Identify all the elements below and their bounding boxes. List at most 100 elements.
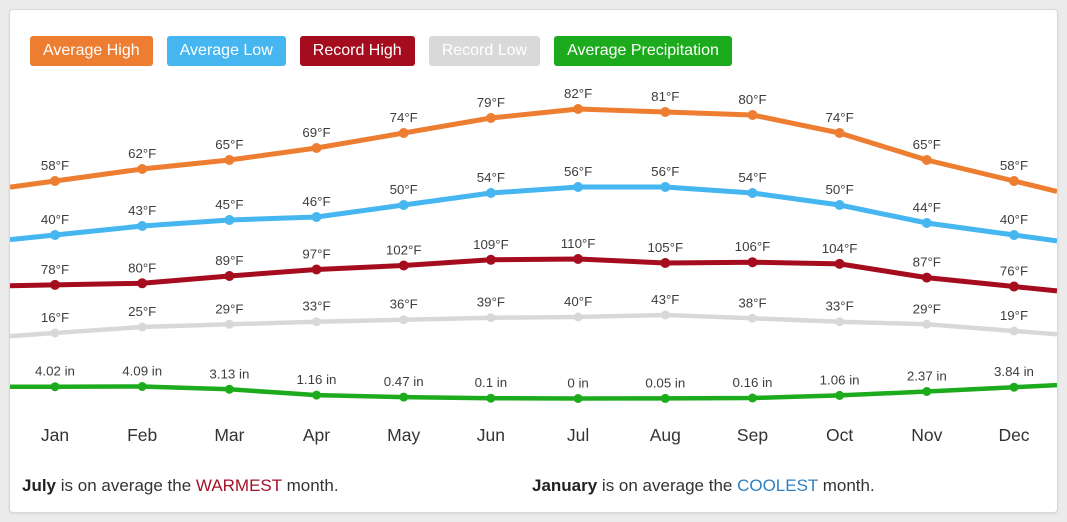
- data-point-average-low-feb[interactable]: [137, 221, 148, 231]
- coolest-month-name: January: [532, 476, 598, 495]
- data-point-average-precipitation-jun[interactable]: [486, 393, 496, 403]
- data-point-record-high-dec[interactable]: [1009, 281, 1019, 292]
- data-point-record-low-aug[interactable]: [660, 310, 670, 320]
- data-point-record-high-nov[interactable]: [921, 272, 932, 283]
- data-point-average-low-nov[interactable]: [921, 218, 932, 228]
- data-label-record-high-oct: 104°F: [822, 241, 858, 256]
- data-label-record-high-mar: 89°F: [215, 253, 243, 268]
- data-label-record-low-mar: 29°F: [215, 301, 243, 316]
- data-label-record-high-jul: 110°F: [561, 236, 596, 251]
- data-point-record-high-apr[interactable]: [311, 264, 322, 275]
- data-label-average-low-feb: 43°F: [128, 203, 156, 218]
- series-record-low: 16°F 25°F 29°F 33°F 36°F 39°F 40°F 43°F 38°F 33°F…: [10, 292, 1057, 339]
- data-point-record-low-jul[interactable]: [573, 312, 583, 322]
- legend-toggle-average-low[interactable]: Average Low: [166, 36, 286, 66]
- data-point-record-low-jun[interactable]: [486, 313, 496, 323]
- data-label-average-precipitation-jan: 4.02 in: [35, 364, 75, 379]
- data-label-average-precipitation-may: 0.47 in: [384, 374, 424, 389]
- data-point-average-precipitation-aug[interactable]: [660, 393, 670, 403]
- series-line-record-high: [10, 256, 1057, 294]
- data-point-record-high-may[interactable]: [398, 260, 409, 271]
- data-point-record-low-feb[interactable]: [137, 322, 147, 332]
- data-label-average-low-dec: 40°F: [1000, 212, 1028, 227]
- data-label-average-precipitation-sep: 0.16 in: [733, 375, 773, 390]
- data-point-record-high-jun[interactable]: [485, 254, 496, 265]
- data-point-average-precipitation-nov[interactable]: [922, 387, 932, 396]
- data-point-record-high-jul[interactable]: [573, 254, 584, 264]
- data-point-average-low-dec[interactable]: [1009, 230, 1019, 240]
- data-point-average-precipitation-feb[interactable]: [137, 382, 147, 391]
- data-label-average-high-may: 74°F: [390, 110, 418, 125]
- data-point-average-high-jan[interactable]: [50, 176, 60, 186]
- data-point-record-low-nov[interactable]: [922, 319, 932, 329]
- data-point-average-high-may[interactable]: [398, 128, 409, 138]
- series-line-average-high: [10, 106, 1057, 194]
- data-point-average-low-aug[interactable]: [660, 182, 671, 192]
- data-point-average-high-jun[interactable]: [485, 113, 496, 123]
- data-point-record-low-mar[interactable]: [224, 319, 234, 329]
- data-point-average-precipitation-may[interactable]: [399, 392, 409, 402]
- data-point-average-low-apr[interactable]: [311, 212, 322, 222]
- data-point-record-low-jan[interactable]: [50, 328, 60, 338]
- data-point-record-high-oct[interactable]: [834, 258, 845, 269]
- coolest-label: COOLEST: [737, 476, 819, 495]
- data-point-record-low-may[interactable]: [399, 315, 409, 325]
- data-point-record-high-mar[interactable]: [224, 271, 235, 281]
- data-point-average-low-mar[interactable]: [224, 215, 235, 225]
- data-point-average-high-nov[interactable]: [921, 155, 932, 165]
- data-label-record-high-jun: 109°F: [473, 237, 509, 252]
- data-point-average-low-oct[interactable]: [834, 200, 845, 210]
- data-label-average-precipitation-oct: 1.06 in: [820, 372, 860, 387]
- data-label-average-precipitation-jun: 0.1 in: [475, 375, 508, 390]
- data-point-record-high-jan[interactable]: [50, 279, 60, 290]
- series-record-high: 78°F 80°F 89°F 97°F 102°F 109°F 110°F 105°F 106°…: [10, 236, 1057, 294]
- data-point-average-precipitation-mar[interactable]: [224, 384, 234, 394]
- data-point-average-low-jan[interactable]: [50, 230, 60, 240]
- data-point-average-low-may[interactable]: [398, 200, 409, 210]
- x-axis-label-sep: Sep: [737, 425, 768, 445]
- data-point-average-high-sep[interactable]: [747, 110, 758, 120]
- legend-toggle-average-high[interactable]: Average High: [30, 36, 153, 66]
- data-point-record-high-sep[interactable]: [747, 257, 758, 268]
- series-average-precipitation: 4.02 in 4.09 in 3.13 in 1.16 in 0.47 in 0.1 i…: [10, 364, 1057, 403]
- data-point-record-high-feb[interactable]: [137, 278, 148, 289]
- x-axis-label-may: May: [387, 425, 420, 445]
- data-label-average-high-jul: 82°F: [564, 86, 592, 101]
- data-point-average-low-jun[interactable]: [485, 188, 496, 198]
- data-point-average-precipitation-dec[interactable]: [1009, 382, 1019, 392]
- x-axis-label-jul: Jul: [567, 425, 589, 445]
- data-label-average-low-sep: 54°F: [738, 170, 766, 185]
- data-label-record-high-dec: 76°F: [1000, 264, 1028, 279]
- data-point-record-low-sep[interactable]: [748, 313, 757, 323]
- data-label-average-precipitation-dec: 3.84 in: [994, 364, 1034, 379]
- data-point-average-high-aug[interactable]: [660, 107, 671, 117]
- data-point-average-high-mar[interactable]: [224, 155, 235, 165]
- data-point-average-high-feb[interactable]: [137, 164, 148, 174]
- data-point-average-high-jul[interactable]: [573, 104, 584, 114]
- data-point-average-high-oct[interactable]: [834, 128, 845, 138]
- legend-toggle-average-precipitation[interactable]: Average Precipitation: [554, 36, 732, 66]
- data-label-average-precipitation-nov: 2.37 in: [907, 369, 947, 384]
- data-label-record-low-dec: 19°F: [1000, 308, 1028, 323]
- data-point-record-low-apr[interactable]: [312, 317, 321, 327]
- data-label-average-high-jan: 58°F: [41, 158, 69, 173]
- data-point-record-low-oct[interactable]: [835, 317, 845, 327]
- data-point-average-precipitation-sep[interactable]: [748, 393, 757, 403]
- coolest-note-end: month.: [818, 476, 875, 495]
- data-point-average-precipitation-apr[interactable]: [312, 390, 321, 400]
- x-axis-label-oct: Oct: [826, 425, 853, 445]
- data-label-average-high-oct: 74°F: [825, 110, 853, 125]
- legend-toggle-record-high[interactable]: Record High: [299, 36, 415, 66]
- data-point-average-precipitation-jul[interactable]: [573, 394, 583, 403]
- data-label-record-high-nov: 87°F: [913, 255, 941, 270]
- data-label-average-low-mar: 45°F: [215, 197, 243, 212]
- data-point-average-high-dec[interactable]: [1009, 176, 1019, 186]
- data-point-average-precipitation-jan[interactable]: [50, 382, 60, 392]
- legend-toggle-record-low[interactable]: Record Low: [428, 36, 541, 66]
- data-point-record-low-dec[interactable]: [1009, 326, 1019, 336]
- data-point-average-precipitation-oct[interactable]: [835, 390, 845, 400]
- data-point-average-low-sep[interactable]: [747, 188, 758, 198]
- data-point-average-low-jul[interactable]: [573, 182, 584, 192]
- data-point-record-high-aug[interactable]: [660, 258, 671, 268]
- data-point-average-high-apr[interactable]: [311, 143, 322, 153]
